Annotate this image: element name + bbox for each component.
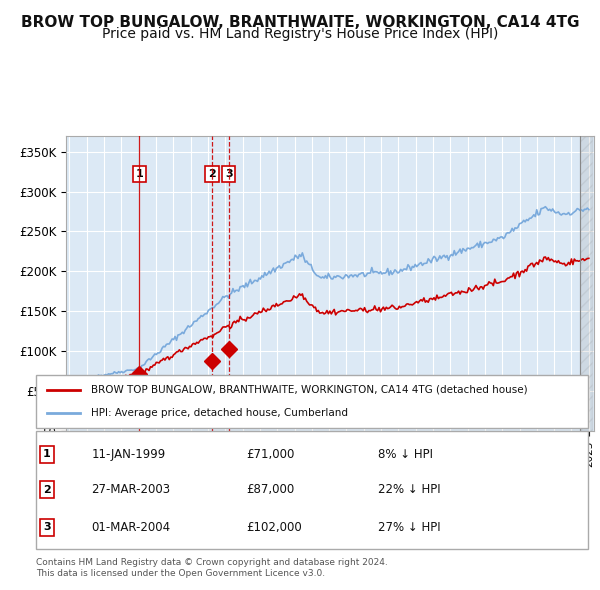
Text: BROW TOP BUNGALOW, BRANTHWAITE, WORKINGTON, CA14 4TG (detached house): BROW TOP BUNGALOW, BRANTHWAITE, WORKINGT…	[91, 385, 528, 395]
Text: 1: 1	[43, 450, 51, 459]
Text: Contains HM Land Registry data © Crown copyright and database right 2024.: Contains HM Land Registry data © Crown c…	[36, 558, 388, 566]
Text: BROW TOP BUNGALOW, BRANTHWAITE, WORKINGTON, CA14 4TG: BROW TOP BUNGALOW, BRANTHWAITE, WORKINGT…	[21, 15, 579, 30]
Text: This data is licensed under the Open Government Licence v3.0.: This data is licensed under the Open Gov…	[36, 569, 325, 578]
Text: 2: 2	[208, 169, 216, 179]
Text: 22% ↓ HPI: 22% ↓ HPI	[378, 483, 441, 496]
FancyBboxPatch shape	[36, 431, 588, 549]
Text: 2: 2	[43, 485, 51, 494]
Text: 3: 3	[43, 523, 51, 532]
Text: 27-MAR-2003: 27-MAR-2003	[91, 483, 170, 496]
Text: Price paid vs. HM Land Registry's House Price Index (HPI): Price paid vs. HM Land Registry's House …	[102, 27, 498, 41]
Text: 01-MAR-2004: 01-MAR-2004	[91, 521, 170, 534]
Text: £87,000: £87,000	[246, 483, 294, 496]
Text: 11-JAN-1999: 11-JAN-1999	[91, 448, 166, 461]
Text: 8% ↓ HPI: 8% ↓ HPI	[378, 448, 433, 461]
Text: HPI: Average price, detached house, Cumberland: HPI: Average price, detached house, Cumb…	[91, 408, 348, 418]
Text: £102,000: £102,000	[246, 521, 302, 534]
Text: 1: 1	[136, 169, 143, 179]
FancyBboxPatch shape	[36, 375, 588, 428]
Text: 3: 3	[225, 169, 233, 179]
Text: £71,000: £71,000	[246, 448, 294, 461]
Text: 27% ↓ HPI: 27% ↓ HPI	[378, 521, 441, 534]
